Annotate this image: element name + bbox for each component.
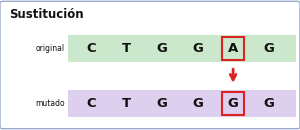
Text: G: G — [157, 42, 168, 55]
Text: T: T — [122, 42, 131, 55]
Text: original: original — [35, 44, 64, 53]
Text: A: A — [228, 42, 238, 55]
Bar — [68, 90, 296, 117]
Text: G: G — [192, 42, 203, 55]
Text: mutado: mutado — [35, 99, 64, 108]
Bar — [68, 35, 296, 62]
Text: Sustitución: Sustitución — [9, 8, 84, 21]
Text: G: G — [263, 97, 274, 110]
Text: C: C — [87, 42, 96, 55]
Bar — [222, 92, 244, 115]
Text: T: T — [122, 97, 131, 110]
Bar — [222, 37, 244, 60]
Text: G: G — [192, 97, 203, 110]
Text: G: G — [157, 97, 168, 110]
Text: G: G — [228, 97, 238, 110]
Text: C: C — [87, 97, 96, 110]
Text: G: G — [263, 42, 274, 55]
